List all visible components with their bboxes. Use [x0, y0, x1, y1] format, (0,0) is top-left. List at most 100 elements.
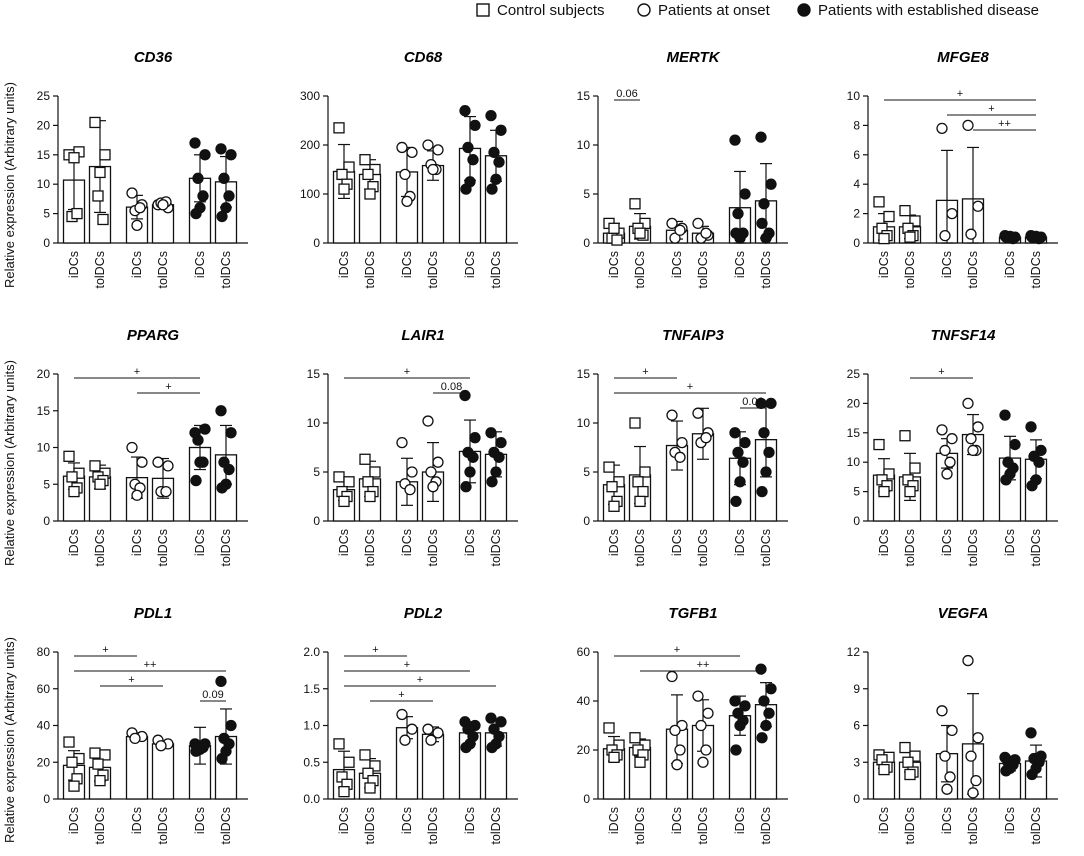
x-tick-label: tolDCs — [1029, 807, 1043, 845]
data-point — [467, 451, 479, 463]
x-tick-label: tolDCs — [489, 529, 503, 567]
data-point — [883, 468, 895, 480]
data-point — [338, 495, 350, 508]
y-tick-label: 10 — [37, 441, 51, 455]
chart-title-pdl1: PDL1 — [134, 605, 172, 622]
bar — [151, 743, 175, 800]
chart-mertk: MERTK 0 5 10 15 iDCs tolDCs iDCs tolDCs iDCs tolDC… — [577, 49, 788, 289]
y-tick-label: 2.0 — [303, 645, 320, 659]
x-tick-label: tolDCs — [156, 251, 170, 289]
data-point — [669, 724, 681, 737]
legend-label-established: Patients with established disease — [818, 2, 1039, 19]
x-tick-label: tolDCs — [426, 251, 440, 289]
data-point — [157, 199, 169, 211]
data-point — [162, 460, 174, 472]
significance-label: + — [398, 689, 404, 701]
significance-label: ++ — [144, 659, 157, 671]
y-tick-label: 1.5 — [303, 682, 320, 696]
x-tick-label: iDCs — [1003, 529, 1017, 556]
significance-label: + — [404, 659, 410, 671]
data-point — [218, 172, 230, 184]
significance-label: ++ — [697, 659, 710, 671]
data-point — [729, 427, 741, 439]
data-point — [432, 456, 444, 468]
data-point — [902, 756, 914, 768]
data-point — [730, 227, 742, 239]
significance-label: + — [642, 366, 648, 378]
x-tick-label: iDCs — [940, 251, 954, 278]
data-point — [755, 663, 767, 675]
data-point — [493, 451, 505, 463]
data-point — [965, 750, 977, 762]
data-point — [189, 137, 201, 149]
x-tick-label: tolDCs — [1029, 529, 1043, 567]
data-point — [427, 163, 439, 176]
data-point — [634, 227, 646, 239]
data-point — [89, 747, 101, 759]
x-tick-label: iDCs — [130, 251, 144, 278]
x-tick-label: iDCs — [400, 529, 414, 556]
data-point — [467, 154, 479, 166]
legend-label-onset: Patients at onset — [658, 2, 771, 19]
x-tick-label: iDCs — [607, 251, 621, 278]
x-tick-label: iDCs — [463, 807, 477, 834]
data-point — [495, 124, 507, 136]
y-tick-label: 20 — [37, 118, 51, 132]
data-point — [396, 141, 408, 154]
x-tick-label: tolDCs — [363, 529, 377, 567]
y-tick-label: 0 — [853, 236, 860, 250]
x-tick-label: iDCs — [67, 529, 81, 556]
data-point — [343, 756, 355, 768]
data-point — [432, 144, 444, 156]
significance-label: + — [165, 381, 171, 393]
data-point — [94, 774, 106, 787]
chart-title-tgfb1: TGFB1 — [668, 605, 717, 622]
y-tick-label: 10 — [577, 416, 591, 430]
data-point — [66, 471, 78, 483]
data-point — [962, 397, 974, 410]
significance-label: + — [988, 103, 994, 115]
data-point — [944, 456, 956, 468]
x-tick-label: tolDCs — [489, 251, 503, 289]
data-point — [944, 771, 956, 783]
x-tick-label: iDCs — [130, 807, 144, 834]
data-point — [674, 451, 686, 463]
data-point — [700, 432, 712, 444]
data-point — [136, 456, 148, 468]
y-tick-label: 20 — [37, 755, 51, 769]
data-point — [878, 232, 890, 245]
data-point — [639, 466, 651, 478]
data-point — [216, 210, 228, 223]
data-point — [729, 134, 741, 146]
y-tick-label: 80 — [37, 645, 51, 659]
x-tick-label: iDCs — [877, 251, 891, 278]
data-point — [606, 481, 618, 493]
x-tick-label: iDCs — [193, 529, 207, 556]
data-point — [460, 183, 472, 195]
y-tick-label: 5 — [43, 477, 50, 491]
y-tick-label: 3 — [853, 755, 860, 769]
bar — [125, 735, 149, 800]
y-tick-label: 6 — [853, 148, 860, 162]
y-axis-label-row-1: Relative expression (Arbitrary units) — [2, 82, 17, 288]
data-point — [765, 397, 777, 410]
data-point — [333, 738, 345, 750]
data-point — [999, 409, 1011, 421]
significance-label: 0.09 — [202, 689, 223, 701]
data-point — [1026, 768, 1038, 781]
data-point — [608, 222, 620, 234]
data-point — [215, 143, 227, 155]
data-point — [469, 432, 481, 444]
y-tick-label: 10 — [307, 416, 321, 430]
data-point — [216, 752, 228, 765]
significance-label: + — [957, 88, 963, 100]
legend-square-marker — [476, 3, 490, 17]
data-point — [422, 723, 434, 735]
data-point — [369, 466, 381, 478]
data-point — [215, 675, 227, 688]
data-point — [469, 119, 481, 132]
